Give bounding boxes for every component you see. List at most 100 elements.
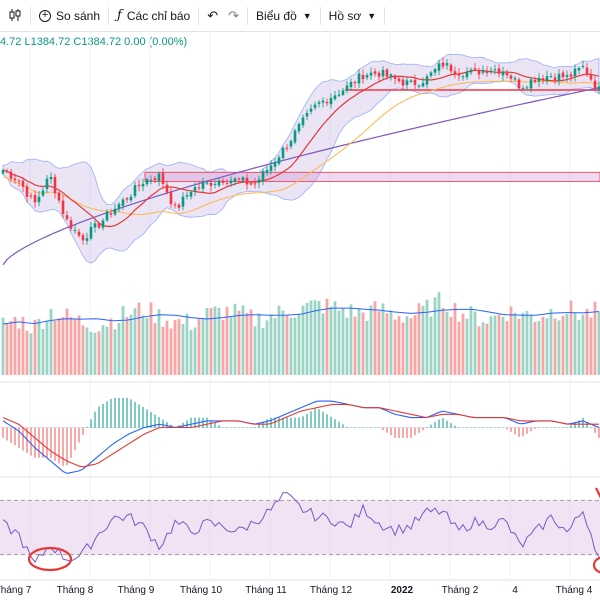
volume-bar [433, 297, 437, 375]
volume-bar [205, 308, 209, 375]
candle [289, 139, 293, 150]
volume-bar [301, 305, 305, 375]
macd-histogram-bar [166, 422, 168, 428]
candle-body [53, 176, 57, 194]
candle [549, 72, 553, 79]
candle [197, 182, 201, 191]
volume-bar [37, 318, 41, 375]
volume-bar [217, 307, 221, 375]
candle-body [377, 72, 381, 77]
volume-bar [45, 320, 49, 375]
candle [17, 178, 21, 187]
candle-body [529, 79, 533, 89]
macd-histogram-bar [550, 427, 552, 428]
profile-menu-button[interactable]: Hồ sơ ▼ [321, 0, 384, 31]
chart-menu-button[interactable]: Biểu đồ ▼ [248, 0, 320, 31]
macd-histogram-bar [74, 427, 76, 451]
volume-bar [21, 316, 25, 375]
compare-button[interactable]: + So sánh [31, 0, 108, 31]
candle [145, 177, 149, 187]
candle [377, 70, 381, 82]
candle-body [209, 182, 213, 186]
macd-histogram-bar [30, 427, 32, 456]
candle [109, 208, 113, 218]
macd-histogram-bar [242, 427, 244, 428]
candle [493, 64, 497, 75]
macd-histogram-bar [386, 427, 388, 433]
candle [237, 177, 241, 184]
candle-body [29, 195, 33, 197]
candle [305, 109, 309, 120]
candle-body [457, 73, 461, 76]
candle-body [141, 183, 145, 187]
volume-bar [325, 298, 329, 375]
candle-body [521, 88, 525, 90]
candle [361, 69, 365, 84]
macd-histogram-bar [554, 427, 556, 428]
candle [61, 194, 65, 219]
candle-body [177, 204, 181, 208]
macd-histogram-bar [202, 417, 204, 428]
candle-body [473, 68, 477, 70]
candle [269, 159, 273, 175]
volume-bar [537, 321, 541, 375]
macd-histogram-bar [590, 427, 592, 428]
volume-bar [33, 319, 37, 375]
macd-histogram-bar [94, 411, 96, 428]
chevron-down-icon: ▼ [302, 10, 312, 21]
candle-body [533, 79, 537, 82]
candle-body [157, 173, 161, 181]
candle-body [165, 184, 169, 193]
volume-bar [489, 316, 493, 375]
macd-histogram-bar [10, 427, 12, 443]
macd-histogram-bar [38, 427, 40, 458]
candle-body [461, 76, 465, 78]
macd-histogram-bar [438, 419, 440, 428]
candle [201, 177, 205, 192]
volume-average-line [2, 307, 600, 325]
candle-body [65, 215, 69, 220]
top-toolbar: + So sánh ƒ Các chỉ báo ↶ ↷ Biểu đồ ▼ Hồ… [0, 0, 600, 32]
undo-button[interactable]: ↶ [199, 0, 223, 31]
redo-button[interactable]: ↷ [223, 0, 247, 31]
volume-bar [285, 315, 289, 375]
candlestick-icon [8, 8, 22, 24]
candle-body [241, 177, 245, 181]
candle [541, 74, 545, 85]
candles-chart-type-button[interactable] [0, 0, 30, 31]
candle-body [485, 70, 489, 74]
macd-histogram-bar [502, 427, 504, 428]
candle-body [205, 182, 209, 184]
volume-bar [305, 303, 309, 375]
macd-histogram-bar [258, 424, 260, 428]
macd-histogram-bar [542, 427, 544, 428]
volume-bar [345, 317, 349, 375]
candle [9, 168, 13, 182]
macd-histogram-bar [214, 422, 216, 428]
candle-body [9, 171, 13, 179]
volume-bar [469, 306, 473, 375]
volume-bar [589, 317, 593, 375]
macd-histogram-bar [122, 397, 124, 428]
volume-bar [165, 320, 169, 375]
candle [465, 67, 469, 80]
candle-body [133, 185, 137, 196]
volume-bar [133, 308, 137, 375]
volume-bar [465, 318, 469, 375]
volume-bar [229, 317, 233, 375]
macd-histogram-bar [278, 417, 280, 428]
candle-body [81, 235, 85, 241]
toolbar-divider [108, 6, 110, 25]
volume-bar [213, 306, 217, 375]
candle [209, 180, 213, 192]
indicators-button[interactable]: ƒ Các chỉ báo [109, 0, 198, 31]
macd-histogram-bar [398, 427, 400, 438]
volume-bar [201, 318, 205, 375]
volume-bar [53, 321, 57, 375]
volume-bar [485, 323, 489, 375]
candle-body [385, 69, 389, 77]
macd-histogram-bar [42, 427, 44, 458]
volume-bar [565, 314, 569, 375]
volume-bar [185, 313, 189, 375]
